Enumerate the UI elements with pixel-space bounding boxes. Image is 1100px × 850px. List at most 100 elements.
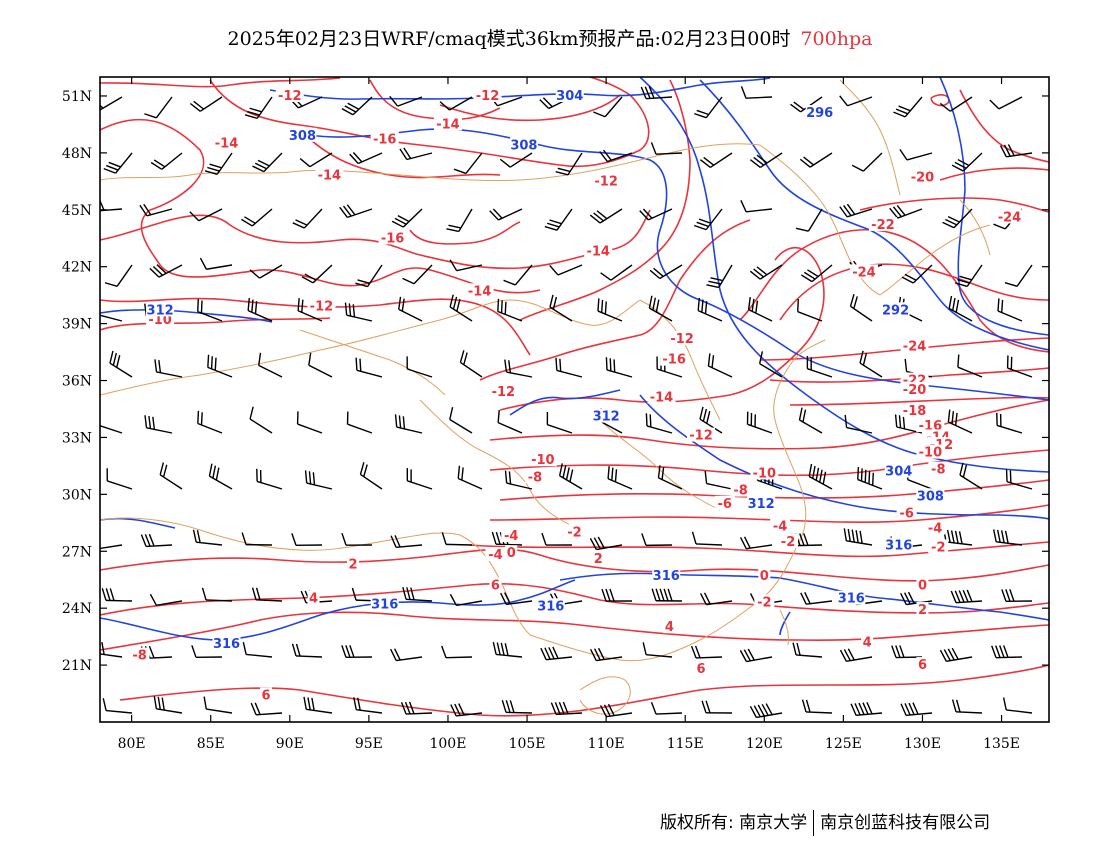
wind-barb [208, 463, 233, 490]
geopotential-label: 296 [806, 106, 833, 121]
wind-barb [359, 462, 383, 490]
temperature-label-bg [750, 465, 779, 480]
wind-barb [706, 264, 733, 289]
temperature-label: -24 [998, 210, 1022, 225]
wind-barb [649, 264, 683, 280]
temperature-label: -10 [531, 453, 555, 468]
wind-barb [851, 152, 883, 172]
temperature-label: -8 [528, 470, 542, 485]
wind-barb [849, 293, 873, 322]
wind-barb [693, 208, 723, 231]
temperature-label: -20 [911, 171, 935, 186]
wind-barb [697, 297, 723, 322]
geopotential-label: 312 [748, 497, 775, 512]
lon-label: 130E [904, 736, 941, 752]
wind-barb [100, 96, 123, 111]
wind-barb [406, 468, 433, 490]
wind-barb [798, 407, 823, 434]
temperature-label-bg [433, 116, 462, 131]
wind-barb [859, 350, 883, 378]
wind-barb [808, 463, 833, 490]
temperature-label: -4 [773, 520, 787, 535]
wind-barb [541, 532, 573, 546]
temperature-label-bg [584, 243, 613, 258]
temperature-label-bg [315, 167, 344, 182]
geopotential-label-bg [555, 87, 584, 102]
temperature-label: 2 [349, 558, 358, 573]
wind-barb [843, 528, 873, 546]
lon-label: 105E [509, 736, 546, 752]
temperature-label: 6 [697, 662, 706, 677]
temperature-label: -10 [753, 466, 777, 481]
wind-barb [399, 147, 433, 161]
temperature-label-bg [489, 577, 502, 592]
wind-barb [740, 86, 773, 99]
temperature-label: 6 [262, 688, 271, 703]
temperature-label: -8 [132, 649, 146, 664]
lon-label: 110E [588, 736, 625, 752]
wind-barb [555, 357, 583, 378]
wind-barb [453, 152, 483, 175]
wind-barb [546, 412, 573, 434]
wind-barb [398, 296, 423, 322]
wind-barb [599, 703, 633, 718]
temperature-label-bg [925, 520, 946, 535]
wind-barb [449, 407, 473, 434]
wind-barb [899, 149, 933, 161]
temperature-label: -20 [903, 383, 927, 398]
temperature-label-bg [307, 590, 320, 605]
wind-barb [639, 208, 673, 221]
temperature-label-bg [695, 660, 708, 675]
wind-barb [346, 411, 373, 434]
wind-barb [308, 352, 333, 378]
wind-barb [252, 152, 283, 173]
wind-barb [503, 264, 533, 286]
wind-barb [597, 298, 623, 322]
wind-barb [996, 412, 1023, 434]
temperature-label-bg [524, 469, 545, 484]
wind-barb [1004, 264, 1033, 287]
temperature-label: 4 [665, 620, 674, 635]
temperature-label-bg [370, 131, 399, 146]
footer-separator [813, 810, 815, 836]
wind-barb [394, 414, 423, 434]
wind-barb [489, 208, 523, 221]
wind-barb [390, 535, 423, 549]
wind-barb [544, 208, 573, 231]
wind-barbs [100, 86, 1033, 719]
temperature-label-bg [770, 518, 791, 533]
temperature-label: 0 [918, 578, 927, 593]
wind-barb [641, 533, 673, 547]
wind-barb [749, 703, 783, 719]
temperature-label: -18 [903, 404, 927, 419]
temperature-label-bg [212, 135, 241, 150]
lon-label: 80E [118, 736, 146, 752]
wind-barb [607, 466, 633, 490]
temperature-label: -4 [928, 522, 942, 537]
wind-barb [192, 529, 223, 546]
wind-barb [256, 468, 283, 490]
lat-label: 51N [62, 89, 92, 105]
temperature-label-bg [307, 298, 336, 313]
wind-barb [549, 294, 573, 322]
wind-barb [792, 642, 823, 658]
temperature-label-bg [528, 452, 557, 467]
temperature-label: -12 [594, 174, 618, 189]
wind-barb [704, 470, 733, 490]
wind-barb [457, 465, 483, 490]
wind-barb [341, 532, 373, 546]
temperature-label-bg [592, 550, 605, 565]
temperature-label: 6 [491, 578, 500, 593]
wind-barb [504, 470, 533, 490]
geopotential-label-bg [652, 567, 681, 582]
temperature-label-bg [647, 389, 676, 404]
temperature-label-bg [868, 216, 897, 231]
wind-barb [144, 96, 173, 119]
wind-barb [844, 414, 873, 434]
wind-barb [1006, 355, 1033, 378]
wind-barb [850, 702, 883, 717]
wind-barb [1002, 697, 1033, 714]
wind-barb [449, 593, 483, 607]
wind-barb [241, 532, 273, 546]
temperature-label: 4 [863, 635, 872, 650]
